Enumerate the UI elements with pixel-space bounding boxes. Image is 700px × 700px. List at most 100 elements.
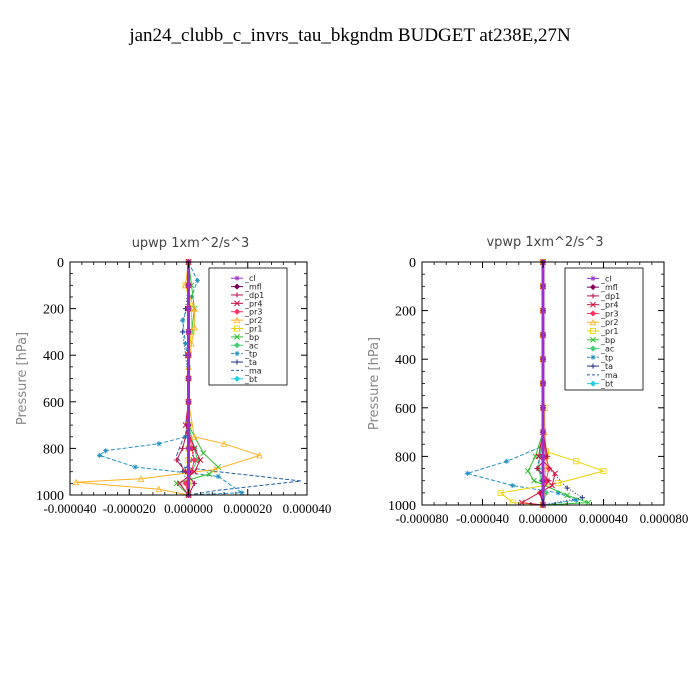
y-tick-label: 800 xyxy=(43,442,64,457)
data-point-pr1 xyxy=(497,489,504,496)
data-point-cl xyxy=(540,356,546,362)
y-tick-label: 200 xyxy=(395,305,416,320)
legend-marker xyxy=(590,301,596,308)
data-point-pr2 xyxy=(155,485,163,493)
y-tick-label: 600 xyxy=(395,402,416,417)
legend-marker xyxy=(589,310,597,317)
data-point-cl xyxy=(185,469,192,475)
legend-label: _bt xyxy=(600,380,613,389)
data-point-tp xyxy=(156,441,162,447)
series-group xyxy=(72,258,302,499)
data-point-cl xyxy=(540,283,546,289)
legend-marker xyxy=(233,325,240,332)
data-point-pr1 xyxy=(600,467,607,474)
x-tick-label: 0.000020 xyxy=(223,501,272,516)
legend-marker xyxy=(234,300,240,307)
y-tick-label: 800 xyxy=(395,450,416,465)
data-point-pr2 xyxy=(72,478,80,486)
data-point-cl xyxy=(185,375,192,382)
y-tick-label: 200 xyxy=(43,303,64,318)
y-axis-label: Pressure [hPa] xyxy=(367,337,382,430)
legend-marker xyxy=(234,359,240,365)
data-point-dp1 xyxy=(191,480,198,486)
x-tick-label: -0.000020 xyxy=(103,501,156,516)
legend-label: _ta xyxy=(244,358,257,367)
data-point-tp xyxy=(179,317,186,323)
y-tick-label: 600 xyxy=(43,396,64,411)
legend-box xyxy=(564,267,644,391)
x-tick-label: 0.000080 xyxy=(640,511,689,526)
data-point-tp xyxy=(215,473,221,479)
legend-label: _dp1 xyxy=(244,291,264,300)
figure-title: jan24_clubb_c_invrs_tau_bkgndm BUDGET at… xyxy=(128,25,571,46)
series-group xyxy=(464,258,607,509)
data-point-bp xyxy=(564,492,571,499)
legend-label: _ta xyxy=(600,362,613,371)
x-tick-label: 0.000040 xyxy=(579,511,628,526)
data-point-pr4 xyxy=(176,480,183,487)
data-point-tp xyxy=(510,482,516,489)
legend-label: _mfl xyxy=(600,283,618,292)
data-point-pr4 xyxy=(191,445,198,452)
data-point-tp xyxy=(102,448,109,454)
data-point-bp xyxy=(206,471,213,477)
x-tick-label: -0.000080 xyxy=(395,511,448,526)
data-point-pr2 xyxy=(188,340,195,347)
y-tick-label: 0 xyxy=(409,256,416,271)
y-axis-label: Pressure [hPa] xyxy=(15,332,30,425)
data-point-bp xyxy=(530,477,537,484)
legend-label: _pr4 xyxy=(244,299,262,308)
data-point-ta xyxy=(564,485,570,491)
data-point-bp xyxy=(200,450,207,457)
y-tick-label: 0 xyxy=(57,256,64,271)
data-point-dp1 xyxy=(174,457,180,463)
data-point-pr2 xyxy=(137,475,145,482)
x-tick-label: -0.000040 xyxy=(456,511,509,526)
legend-label: _bt xyxy=(244,375,257,384)
data-point-tp xyxy=(194,278,200,284)
legend-label: _tp xyxy=(244,350,257,359)
data-point-cl xyxy=(185,399,192,405)
legend: _cl_mfl_dp1_pr4_pr3_pr2_pr1_bp_ac_tp_ta_… xyxy=(564,267,644,391)
data-point-bp xyxy=(524,468,531,474)
data-point-pr3 xyxy=(546,465,553,472)
legend-marker xyxy=(590,363,596,369)
legend-label: _pr2 xyxy=(600,318,618,327)
legend-marker xyxy=(233,308,241,315)
data-point-pr3 xyxy=(191,457,198,464)
y-tick-label: 1000 xyxy=(388,499,416,514)
legend-label: _ma xyxy=(244,366,262,375)
data-point-tp xyxy=(239,490,245,496)
data-point-pr2 xyxy=(191,305,198,312)
data-point-pr4 xyxy=(549,482,556,489)
data-point-cl xyxy=(185,445,192,451)
chart-panel-2: vpwp 1xm^2/s^3 Pressure [hPa] 0 200 400 600 80… xyxy=(367,235,688,526)
data-point-tp xyxy=(573,497,579,503)
legend-label: _pr4 xyxy=(600,301,618,310)
data-point-cl xyxy=(185,306,192,312)
data-point-bp xyxy=(585,499,592,506)
legend-label: _ac xyxy=(600,345,614,354)
data-point-pr4 xyxy=(197,457,204,464)
data-point-cl xyxy=(185,282,192,288)
data-point-tp xyxy=(188,294,195,300)
panel-title: upwp 1xm^2/s^3 xyxy=(132,236,250,251)
legend-marker xyxy=(233,375,241,382)
data-point-dp1 xyxy=(179,445,186,451)
data-point-ta xyxy=(579,495,585,501)
data-point-cl xyxy=(540,308,546,314)
x-tick-label: -0.000040 xyxy=(43,501,96,516)
data-point-pr4 xyxy=(191,468,198,475)
legend-label: _mfl xyxy=(244,283,262,292)
y-tick-label: 400 xyxy=(43,349,64,364)
legend-marker xyxy=(589,380,597,387)
data-point-pr2 xyxy=(211,465,219,473)
data-point-cl xyxy=(540,380,546,387)
data-point-cl xyxy=(540,453,546,459)
data-point-dp1 xyxy=(534,465,540,472)
data-point-cl xyxy=(540,332,546,338)
legend-marker xyxy=(233,283,241,290)
legend-label: _cl xyxy=(244,274,256,283)
legend-label: _tp xyxy=(600,353,613,362)
data-point-cl xyxy=(185,422,192,428)
